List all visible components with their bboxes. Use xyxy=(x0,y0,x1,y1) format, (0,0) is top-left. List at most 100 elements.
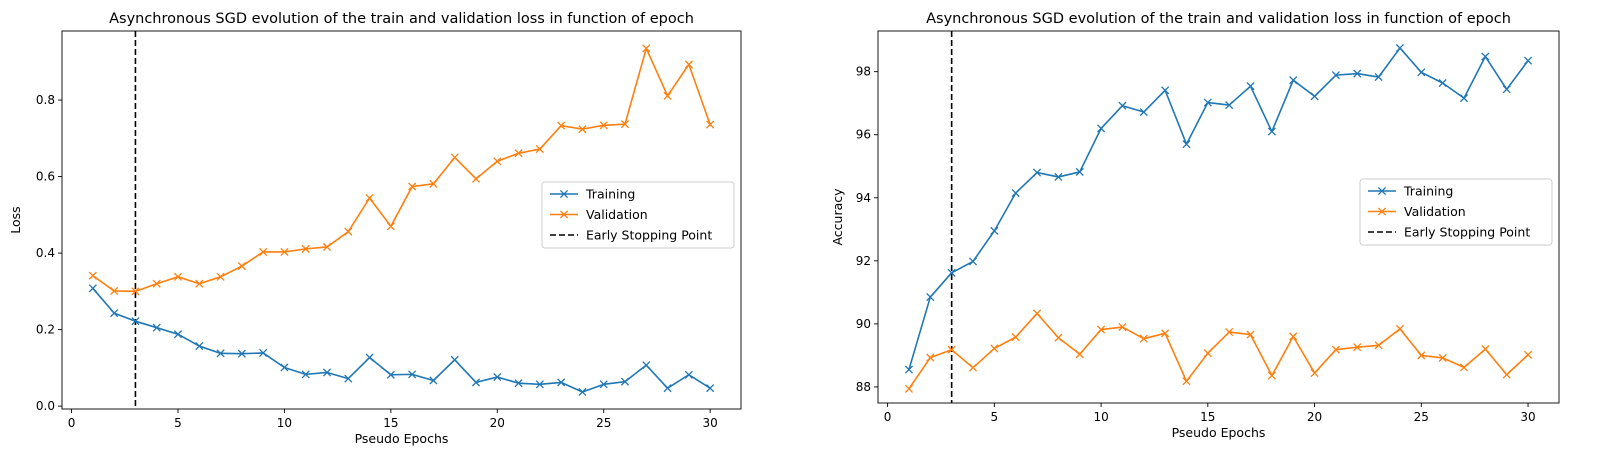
chart-2: Asynchronous SGD evolution of the train … xyxy=(830,11,1560,440)
data-point-marker xyxy=(237,262,246,271)
data-point-marker xyxy=(1502,370,1511,379)
series-validation xyxy=(904,309,1533,393)
data-point-marker xyxy=(620,120,630,129)
data-point-marker xyxy=(1438,78,1447,88)
data-point-marker xyxy=(131,287,140,296)
data-point-marker xyxy=(408,182,417,191)
data-point-marker xyxy=(1054,333,1063,342)
data-point-marker xyxy=(1203,349,1212,358)
data-point-marker xyxy=(216,272,225,281)
data-point-marker xyxy=(968,363,978,372)
data-point-marker xyxy=(1523,56,1533,65)
series-validation xyxy=(88,44,715,296)
data-point-marker xyxy=(386,222,395,231)
series-training xyxy=(88,284,715,397)
y-tick-label: 0.8 xyxy=(36,93,55,107)
data-point-marker xyxy=(1011,188,1020,198)
x-tick-label: 30 xyxy=(702,416,717,430)
data-point-marker xyxy=(1374,341,1383,350)
data-point-marker xyxy=(1523,350,1533,359)
data-point-marker xyxy=(1075,350,1084,359)
data-point-marker xyxy=(1459,94,1469,103)
y-tick-label: 0.2 xyxy=(36,323,55,337)
data-point-marker xyxy=(1310,92,1319,101)
y-axis-label: Loss xyxy=(8,206,23,233)
data-point-marker xyxy=(706,120,715,129)
data-point-marker xyxy=(578,125,587,134)
legend-marker xyxy=(559,189,569,199)
data-point-marker xyxy=(344,227,353,236)
data-point-marker xyxy=(1310,368,1319,378)
x-tick-label: 30 xyxy=(1520,410,1535,424)
data-point-marker xyxy=(926,353,935,362)
data-point-marker xyxy=(450,153,459,162)
data-point-marker xyxy=(301,370,310,379)
y-tick-label: 98 xyxy=(856,65,871,79)
legend-label: Validation xyxy=(586,207,648,222)
data-point-marker xyxy=(216,349,225,358)
data-point-marker xyxy=(1374,72,1383,82)
legend-marker xyxy=(1377,186,1387,196)
data-point-marker xyxy=(237,349,246,358)
x-tick-label: 15 xyxy=(383,416,398,430)
legend-label: Early Stopping Point xyxy=(586,228,712,243)
legend-label: Training xyxy=(1403,184,1453,199)
data-point-marker xyxy=(684,60,693,69)
data-point-marker xyxy=(706,384,715,393)
data-point-marker xyxy=(280,247,289,257)
data-point-marker xyxy=(663,91,672,100)
data-point-marker xyxy=(1246,330,1255,339)
data-point-marker xyxy=(259,247,268,257)
data-point-marker xyxy=(471,174,481,183)
data-point-marker xyxy=(471,378,481,387)
data-point-marker xyxy=(1161,329,1170,338)
data-point-marker xyxy=(578,387,587,397)
data-point-marker xyxy=(195,342,204,351)
data-point-marker xyxy=(1438,353,1447,362)
data-point-marker xyxy=(1075,167,1084,176)
legend-label: Training xyxy=(585,187,635,202)
data-point-marker xyxy=(1459,363,1469,372)
data-point-marker xyxy=(493,372,502,382)
data-point-marker xyxy=(990,344,999,353)
data-point-marker xyxy=(557,378,566,387)
data-point-marker xyxy=(152,279,161,288)
data-point-marker xyxy=(301,244,310,253)
data-point-marker xyxy=(322,368,332,377)
plot-area-frame xyxy=(61,30,742,410)
y-tick-label: 0.0 xyxy=(36,399,55,413)
data-point-marker xyxy=(1267,127,1276,136)
x-axis-label: Pseudo Epochs xyxy=(355,431,449,446)
legend-box xyxy=(541,181,735,249)
legend-marker xyxy=(1377,207,1387,216)
chart-title: Asynchronous SGD evolution of the train … xyxy=(926,11,1511,27)
x-tick-label: 10 xyxy=(277,416,292,430)
data-point-marker xyxy=(990,226,999,235)
x-tick-label: 20 xyxy=(1307,410,1322,424)
data-point-marker xyxy=(620,377,630,386)
data-point-marker xyxy=(1481,345,1490,354)
data-point-marker xyxy=(599,121,608,130)
legend-label: Early Stopping Point xyxy=(1404,225,1530,240)
data-point-marker xyxy=(535,144,544,154)
data-point-marker xyxy=(514,379,523,388)
data-point-marker xyxy=(110,286,119,296)
data-point-marker xyxy=(1182,140,1191,149)
y-tick-label: 88 xyxy=(856,380,871,394)
data-point-marker xyxy=(599,380,608,389)
data-point-marker xyxy=(1267,371,1276,380)
chart-1: Asynchronous SGD evolution of the train … xyxy=(8,11,742,446)
series-line xyxy=(92,47,711,293)
data-point-marker xyxy=(365,193,374,203)
data-point-marker xyxy=(947,345,956,354)
data-point-marker xyxy=(1032,168,1042,177)
y-tick-label: 96 xyxy=(856,128,871,142)
data-point-marker xyxy=(1118,322,1127,332)
data-point-marker xyxy=(152,323,161,332)
x-axis-label: Pseudo Epochs xyxy=(1172,425,1266,440)
data-point-marker xyxy=(1353,343,1362,352)
data-point-marker xyxy=(88,271,97,280)
data-point-marker xyxy=(1054,172,1063,182)
data-point-marker xyxy=(110,309,119,318)
